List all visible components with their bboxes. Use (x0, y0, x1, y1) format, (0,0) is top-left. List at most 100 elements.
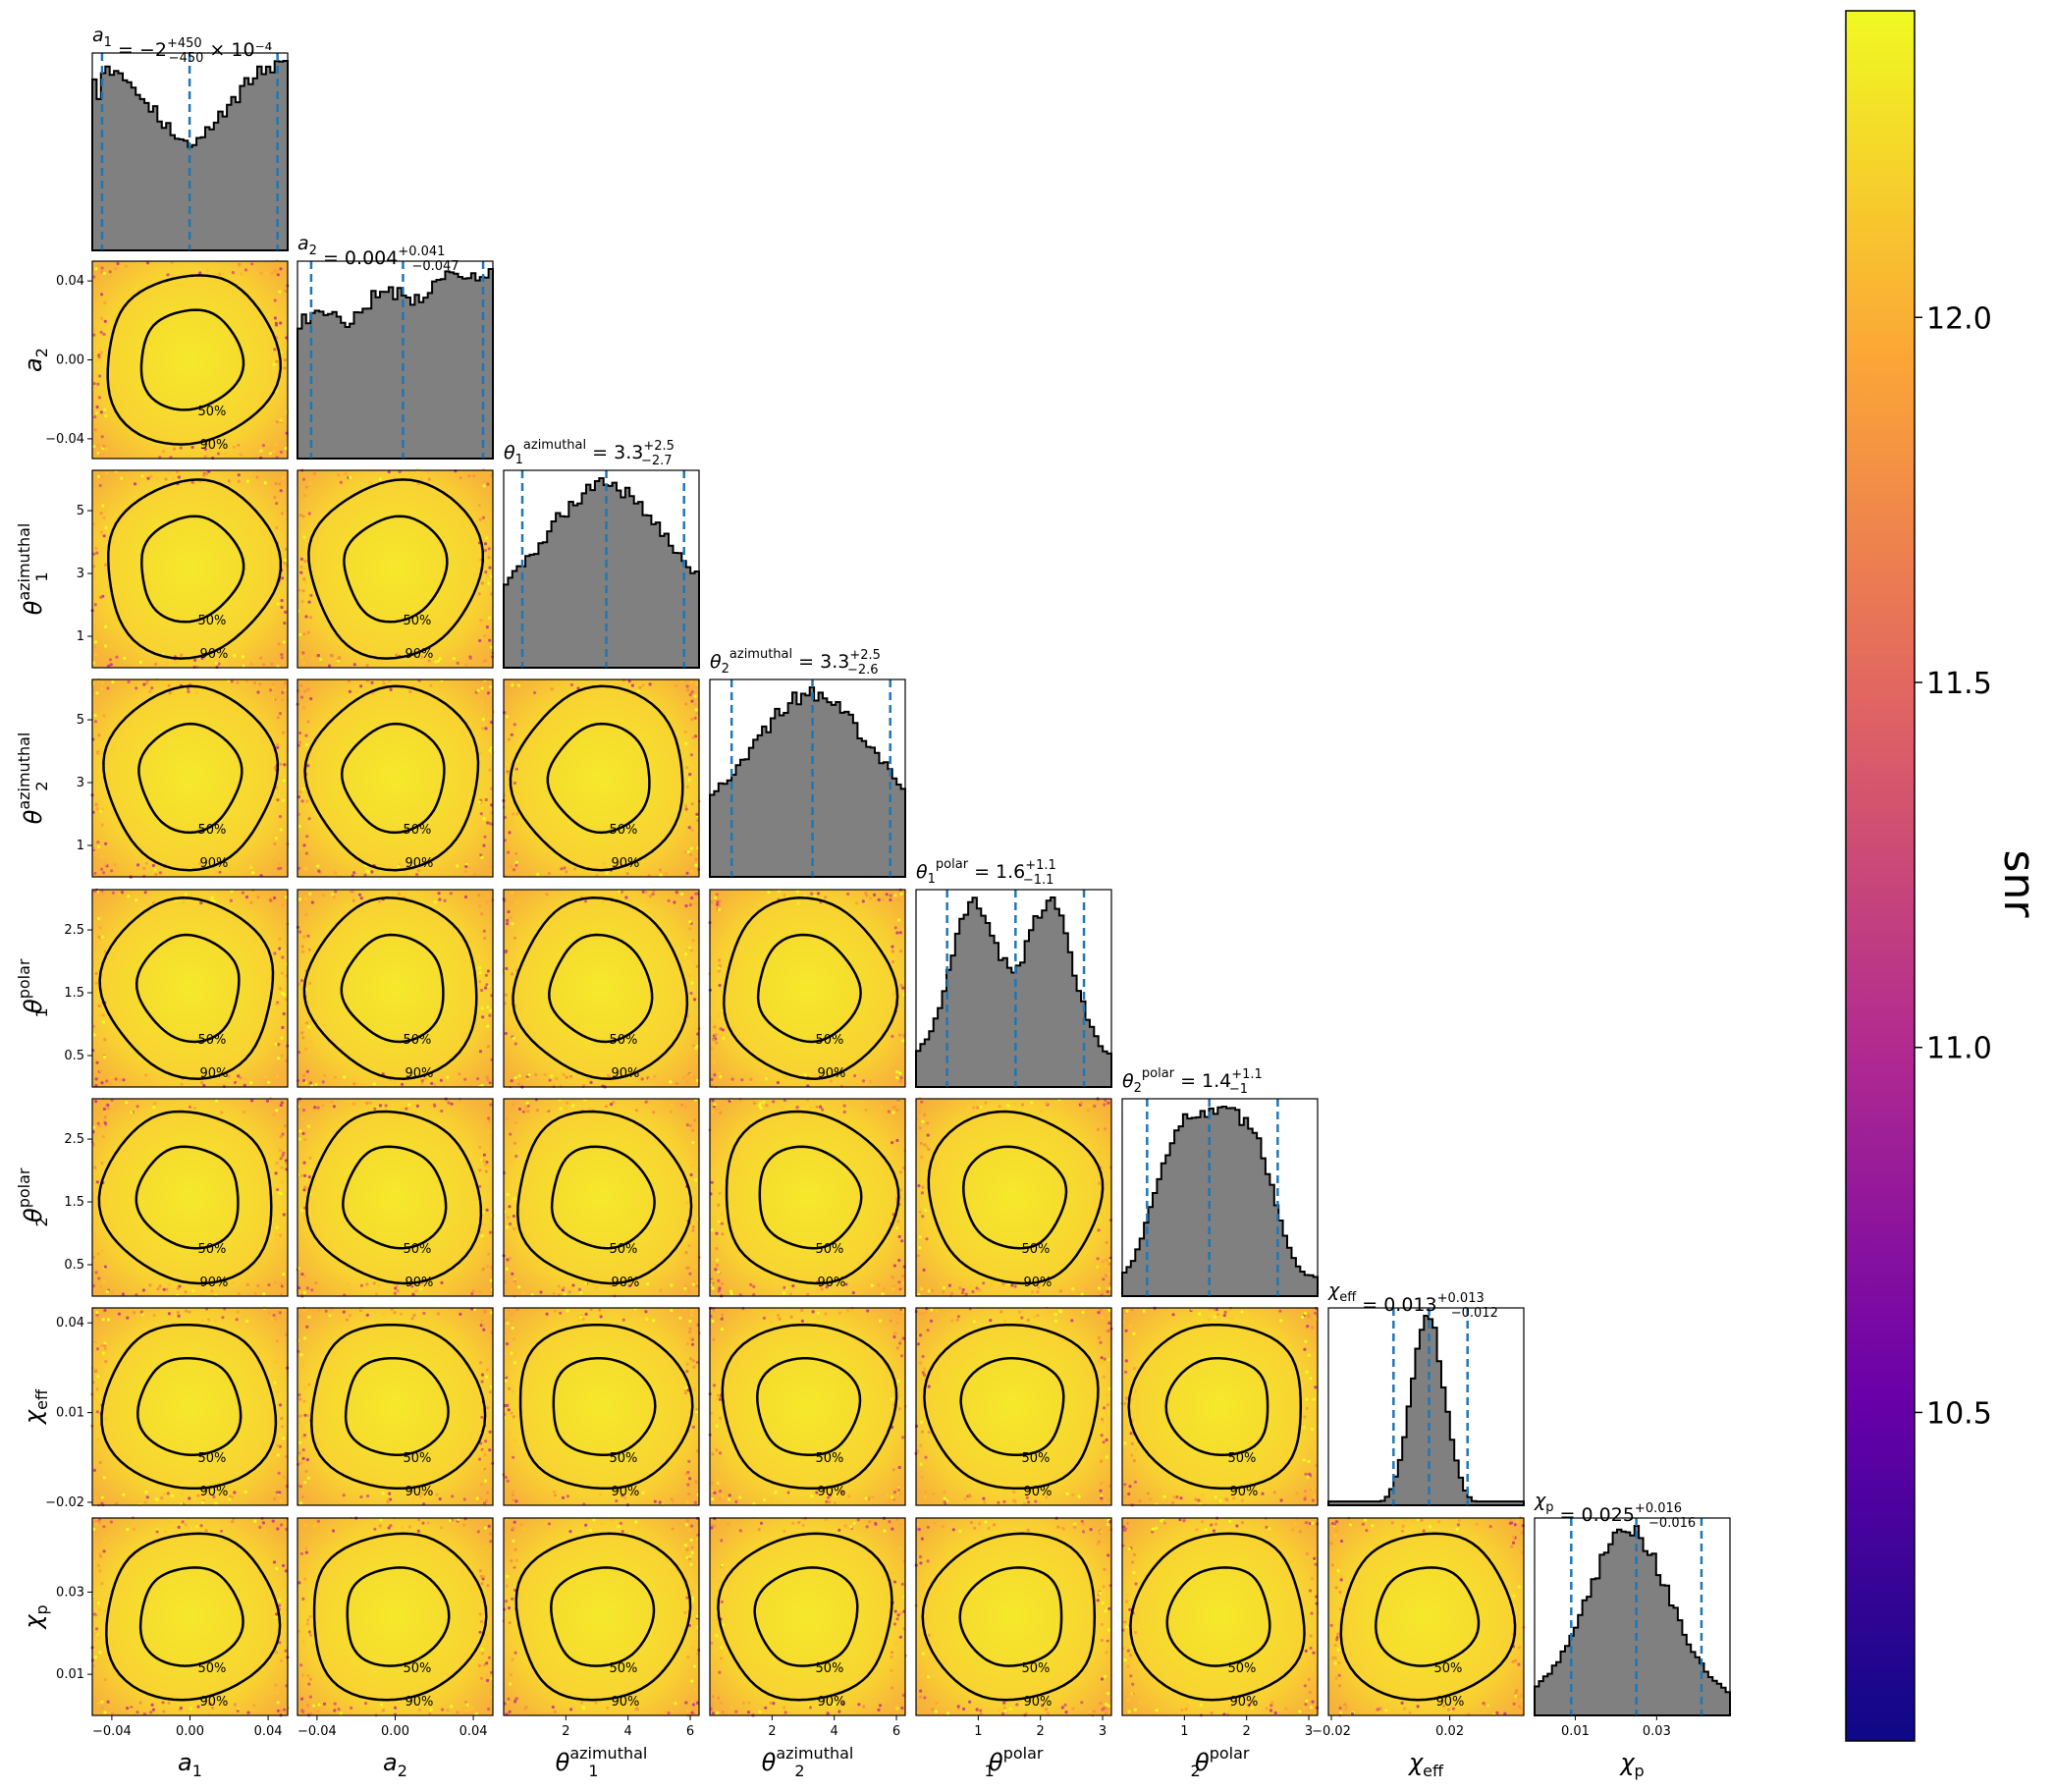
scatter-point (273, 495, 277, 500)
scatter-point (369, 480, 373, 484)
scatter-point (1132, 1459, 1136, 1463)
scatter-point (571, 1104, 575, 1108)
x-axis-label-chi_eff: χeff (1407, 1749, 1444, 1780)
scatter-point (167, 1282, 171, 1286)
scatter-point (685, 871, 689, 875)
colorbar-label: snr (1994, 850, 2044, 919)
scatter-point (281, 1180, 285, 1184)
scatter-point (332, 1105, 336, 1109)
scatter-point (671, 1527, 675, 1531)
scatter-point (100, 475, 104, 479)
contour-90 (518, 1323, 694, 1491)
scatter-point (716, 1711, 720, 1715)
scatter-point (942, 1286, 946, 1290)
scatter-point (308, 1695, 312, 1699)
scatter-point (100, 935, 105, 939)
title-a2: a2 = 0.004+0.041 −0.047 (297, 233, 459, 274)
scatter-point (506, 1701, 511, 1705)
scatter-point (92, 382, 96, 386)
scatter-point (481, 717, 485, 722)
y-tick-label: 3 (77, 567, 84, 581)
scatter-point (1338, 1590, 1342, 1595)
scatter-point (98, 810, 103, 814)
scatter-point (282, 1582, 286, 1587)
density-fill (297, 1099, 493, 1296)
scatter-point (92, 333, 96, 337)
scatter-point (388, 1492, 392, 1495)
scatter-point (1280, 1701, 1284, 1705)
scatter-point (920, 1155, 924, 1160)
scatter-point (99, 316, 104, 320)
contour-label-90: 90% (1024, 1695, 1053, 1710)
scatter-point (281, 1467, 285, 1472)
scatter-point (1103, 1127, 1107, 1131)
scatter-point (1261, 1492, 1265, 1495)
scatter-point (1128, 1485, 1132, 1489)
contour-50 (342, 1145, 448, 1250)
scatter-point (227, 1074, 231, 1078)
scatter-point (284, 998, 288, 1002)
scatter-point (277, 1471, 281, 1475)
scatter-point (1131, 1682, 1135, 1686)
scatter-point (515, 900, 519, 904)
scatter-point (415, 873, 419, 877)
scatter-point (1108, 1319, 1112, 1323)
scatter-point (331, 893, 335, 896)
scatter-point (103, 1711, 107, 1714)
contour-90 (927, 1110, 1105, 1285)
scatter-point (1107, 1308, 1111, 1312)
scatter-point (101, 1351, 105, 1355)
scatter-point (861, 1079, 866, 1083)
scatter-point (154, 662, 158, 667)
scatter-point (511, 1493, 515, 1496)
scatter-point (210, 896, 214, 900)
scatter-point (508, 1012, 512, 1016)
scatter-point (927, 1147, 931, 1152)
contour-label-90: 90% (612, 1695, 640, 1710)
scatter-point (1089, 1528, 1093, 1532)
scatter-point (721, 1313, 725, 1317)
scatter-point (1082, 1522, 1086, 1526)
scatter-point (715, 1660, 719, 1664)
scatter-point (338, 655, 342, 660)
scatter-point (584, 1281, 588, 1285)
scatter-point (1106, 1290, 1109, 1294)
scatter-point (142, 866, 146, 870)
scatter-point (1182, 1519, 1186, 1523)
scatter-point (1097, 1540, 1101, 1544)
scatter-point (349, 1292, 352, 1296)
scatter-point (717, 1071, 721, 1075)
scatter-point (978, 1288, 982, 1292)
scatter-point (487, 1656, 491, 1659)
scatter-point (306, 1674, 310, 1678)
scatter-point (987, 1526, 991, 1531)
scatter-point (505, 950, 509, 953)
scatter-point (100, 1162, 104, 1166)
scatter-point (94, 981, 98, 985)
scatter-point (301, 477, 306, 481)
scatter-point (1305, 1551, 1309, 1555)
scatter-point (1312, 1397, 1316, 1401)
scatter-point (658, 1500, 662, 1504)
scatter-point (194, 690, 198, 695)
scatter-point (1338, 1555, 1343, 1559)
scatter-point (482, 929, 486, 933)
scatter-point (690, 1342, 695, 1346)
scatter-point (264, 1075, 268, 1079)
scatter-point (652, 890, 656, 894)
scatter-point (1151, 1527, 1155, 1531)
scatter-point (881, 1292, 885, 1296)
scatter-point (299, 1663, 303, 1667)
scatter-point (674, 1702, 677, 1706)
scatter-point (1284, 1707, 1288, 1711)
scatter-point (592, 1518, 596, 1522)
scatter-point (237, 443, 241, 447)
x-tick-label: 6 (892, 1724, 900, 1739)
scatter-point (1106, 1707, 1109, 1711)
scatter-point (95, 551, 99, 555)
scatter-point (489, 1078, 493, 1082)
scatter-point (101, 807, 105, 812)
contour-50 (758, 1145, 863, 1250)
scatter-point (917, 1184, 921, 1188)
y-tick-label: 2.5 (64, 1132, 84, 1147)
